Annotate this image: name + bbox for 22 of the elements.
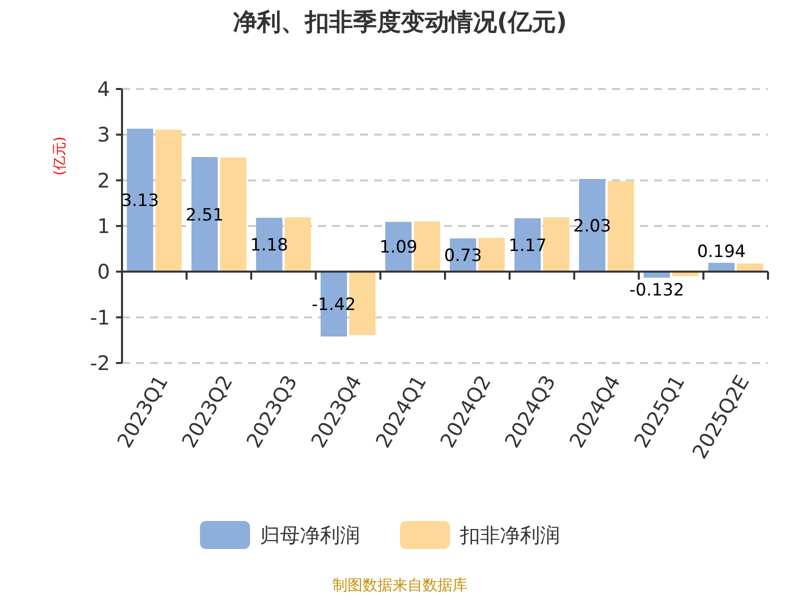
data-label: -1.42 — [312, 295, 356, 316]
y-tick-label: 1 — [97, 214, 110, 238]
data-label: 1.18 — [250, 236, 288, 256]
text: 制图数据来自数据库 — [332, 576, 468, 594]
legend-label: 归母净利润 — [260, 523, 360, 547]
y-tick-label: -2 — [90, 351, 110, 375]
data-label: -0.132 — [629, 280, 684, 301]
data-label: 2.51 — [186, 205, 224, 226]
y-axis-title: (亿元) — [52, 136, 68, 176]
legend-label: 扣非净利润 — [459, 523, 560, 547]
bar — [220, 158, 246, 272]
data-label: 1.09 — [379, 238, 418, 258]
data-label: 2.03 — [573, 216, 612, 236]
y-tick-label: 2 — [97, 168, 110, 192]
data-label: 1.17 — [508, 236, 547, 256]
y-tick-label: 3 — [97, 122, 110, 147]
y-tick-label: 4 — [97, 77, 110, 101]
y-tick-label: -1 — [90, 305, 110, 330]
chart-title: 净利、扣非季度变动情况(亿元) — [233, 8, 567, 36]
y-tick-label: 0 — [97, 260, 110, 284]
data-label: 0.194 — [697, 242, 746, 262]
data-label: 0.73 — [444, 246, 482, 266]
